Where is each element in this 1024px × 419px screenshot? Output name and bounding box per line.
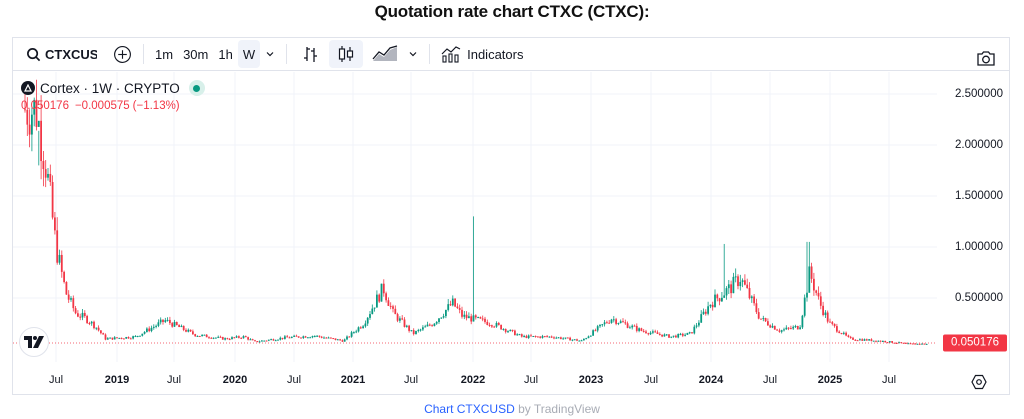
series-title: Cortex · 1W · CRYPTO: [40, 80, 180, 96]
chart-toolbar: CTXCUSD 1m 30m 1h W Indicators: [13, 38, 1009, 71]
area-style-icon: [372, 45, 398, 61]
legend-values: 0.050176 −0.000575 (−1.13%): [21, 100, 180, 112]
chevron-down-icon: [266, 52, 274, 57]
search-icon: [27, 47, 41, 61]
chart-link[interactable]: Chart CTXCUSD: [424, 402, 515, 416]
price-tick: 1.500000: [955, 190, 1003, 202]
indicators-label: Indicators: [467, 46, 524, 62]
time-tick: 2025: [817, 374, 843, 386]
price-change: −0.000575: [74, 100, 130, 112]
time-tick: Jul: [166, 374, 182, 386]
time-tick: Jul: [48, 374, 64, 386]
interval-30m[interactable]: 30m: [178, 40, 213, 68]
toolbar-divider: [429, 44, 431, 64]
interval-W[interactable]: W: [237, 40, 261, 68]
interval-1h[interactable]: 1h: [213, 40, 237, 68]
status-dot: [193, 84, 201, 92]
time-tick: Jul: [523, 374, 539, 386]
time-tick: 2022: [460, 374, 486, 386]
price-change-pct: (−1.13%): [132, 100, 180, 112]
chevron-down-icon: [409, 52, 417, 57]
symbol-name: CTXCUSD: [45, 46, 97, 62]
area-style-button[interactable]: [367, 40, 403, 68]
price-tick: 0.500000: [955, 292, 1003, 304]
time-tick: Jul: [762, 374, 778, 386]
series-legend: Cortex · 1W · CRYPTO: [21, 80, 205, 96]
indicators-icon: [441, 46, 461, 63]
price-tick: 1.000000: [955, 241, 1003, 253]
interval-1m[interactable]: 1m: [150, 40, 178, 68]
time-tick: 2024: [698, 374, 724, 386]
attribution-suffix: by TradingView: [514, 402, 600, 416]
chart-style-dropdown[interactable]: [403, 40, 423, 68]
interval-label: W: [242, 46, 256, 62]
time-tick: Jul: [881, 374, 897, 386]
chart-settings-button[interactable]: [971, 374, 987, 395]
time-tick: Jul: [643, 374, 659, 386]
time-tick: 2019: [104, 374, 130, 386]
time-tick: 2021: [340, 374, 366, 386]
toolbar-divider: [143, 44, 144, 64]
interval-label: 30m: [183, 46, 209, 62]
tradingview-logo-icon[interactable]: [19, 327, 49, 357]
add-compare-icon: [114, 45, 131, 63]
price-tick: 2.000000: [955, 139, 1003, 151]
last-price: 0.050176: [21, 100, 69, 112]
candle-style-icon: [339, 46, 354, 62]
bar-style-icon: [304, 47, 318, 62]
page-title: Quotation rate chart CTXC (CTXC):: [374, 2, 650, 21]
snapshot-button[interactable]: [971, 44, 1001, 72]
attribution: Chart CTXCUSD by TradingView: [0, 402, 1024, 416]
indicators-button[interactable]: Indicators: [436, 40, 528, 68]
current-price-tag: 0.050176: [943, 334, 1007, 352]
time-tick: 2023: [578, 374, 604, 386]
market-status-icon[interactable]: [188, 80, 205, 96]
cortex-logo-icon: [21, 81, 35, 95]
time-tick: 2020: [222, 374, 248, 386]
interval-label: 1h: [218, 46, 233, 62]
toolbar-divider: [286, 44, 288, 64]
camera-icon: [977, 50, 995, 66]
chart-plot-area[interactable]: [13, 72, 937, 362]
bar-style-button[interactable]: [297, 40, 325, 68]
price-tick: 2.500000: [955, 88, 1003, 100]
symbol-search[interactable]: CTXCUSD: [21, 40, 102, 68]
interval-label: 1m: [155, 46, 174, 62]
chart-widget: CTXCUSD 1m 30m 1h W Indicators: [12, 37, 1010, 395]
compare-button[interactable]: [108, 40, 137, 68]
price-axis[interactable]: 2.500000 2.000000 1.500000 1.000000 0.50…: [937, 72, 1009, 362]
candle-style-button[interactable]: [329, 40, 364, 68]
settings-hexagon-icon: [971, 374, 987, 390]
interval-dropdown[interactable]: [260, 40, 280, 68]
time-tick: Jul: [403, 374, 419, 386]
time-tick: Jul: [286, 374, 302, 386]
